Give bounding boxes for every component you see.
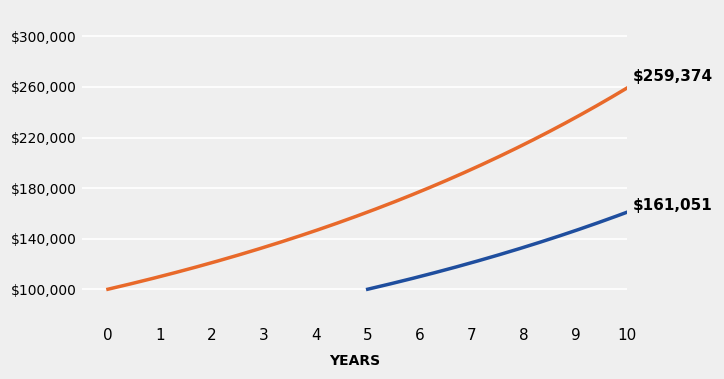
Text: $161,051: $161,051 (633, 198, 712, 213)
X-axis label: YEARS: YEARS (329, 354, 380, 368)
Text: $259,374: $259,374 (633, 69, 712, 84)
